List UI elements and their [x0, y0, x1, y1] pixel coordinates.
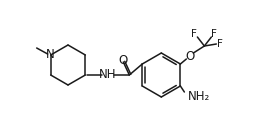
Text: F: F	[217, 39, 223, 49]
Text: N: N	[46, 48, 55, 62]
Text: F: F	[191, 29, 197, 39]
Text: F: F	[211, 29, 217, 39]
Text: NH₂: NH₂	[188, 90, 211, 102]
Text: O: O	[119, 53, 128, 67]
Text: NH: NH	[98, 68, 116, 82]
Text: O: O	[186, 50, 195, 63]
